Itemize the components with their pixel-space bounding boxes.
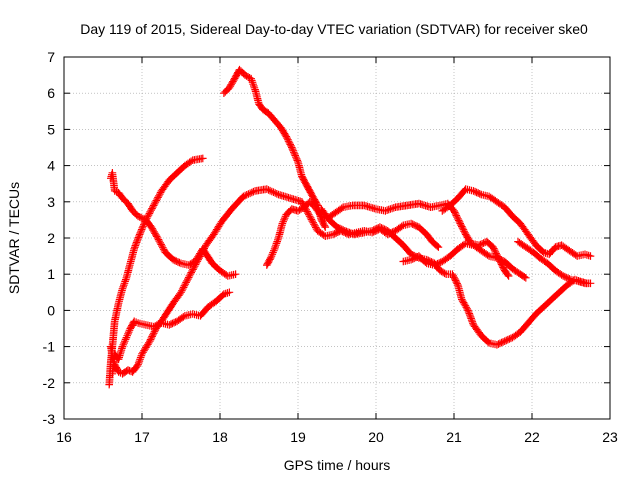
x-tick-label: 23 — [602, 429, 618, 445]
x-tick-label: 21 — [446, 429, 462, 445]
y-tick-label: 2 — [47, 230, 55, 246]
data-series-arc-7 — [317, 205, 591, 349]
data-series-arc-6 — [263, 198, 513, 280]
y-tick-label: 6 — [47, 85, 55, 101]
x-tick-label: 18 — [212, 429, 228, 445]
y-tick-label: 3 — [47, 194, 55, 210]
x-tick-label: 20 — [368, 429, 384, 445]
x-tick-label: 16 — [56, 429, 72, 445]
chart-title: Day 119 of 2015, Sidereal Day-to-day VTE… — [80, 21, 588, 37]
y-tick-label: 5 — [47, 121, 55, 137]
data-series-group — [105, 65, 595, 389]
y-tick-label: -1 — [43, 339, 56, 355]
data-series-arc-4 — [108, 288, 234, 378]
x-tick-label: 17 — [134, 429, 150, 445]
y-tick-label: 1 — [47, 266, 55, 282]
data-series-arc-3 — [107, 185, 443, 378]
y-tick-label: 7 — [47, 49, 55, 65]
x-tick-label: 22 — [524, 429, 540, 445]
x-axis-label: GPS time / hours — [284, 457, 391, 473]
y-tick-label: -2 — [43, 375, 56, 391]
x-tick-label: 19 — [290, 429, 306, 445]
y-axis-label: SDTVAR / TECUs — [6, 182, 22, 294]
data-series-arc-10 — [514, 237, 595, 288]
data-series-arc-8 — [399, 239, 530, 282]
grid — [64, 57, 610, 419]
y-tick-label: -3 — [43, 411, 56, 427]
y-tick-label: 0 — [47, 302, 55, 318]
data-series-arc-9 — [438, 185, 595, 260]
y-tick-label: 4 — [47, 158, 55, 174]
